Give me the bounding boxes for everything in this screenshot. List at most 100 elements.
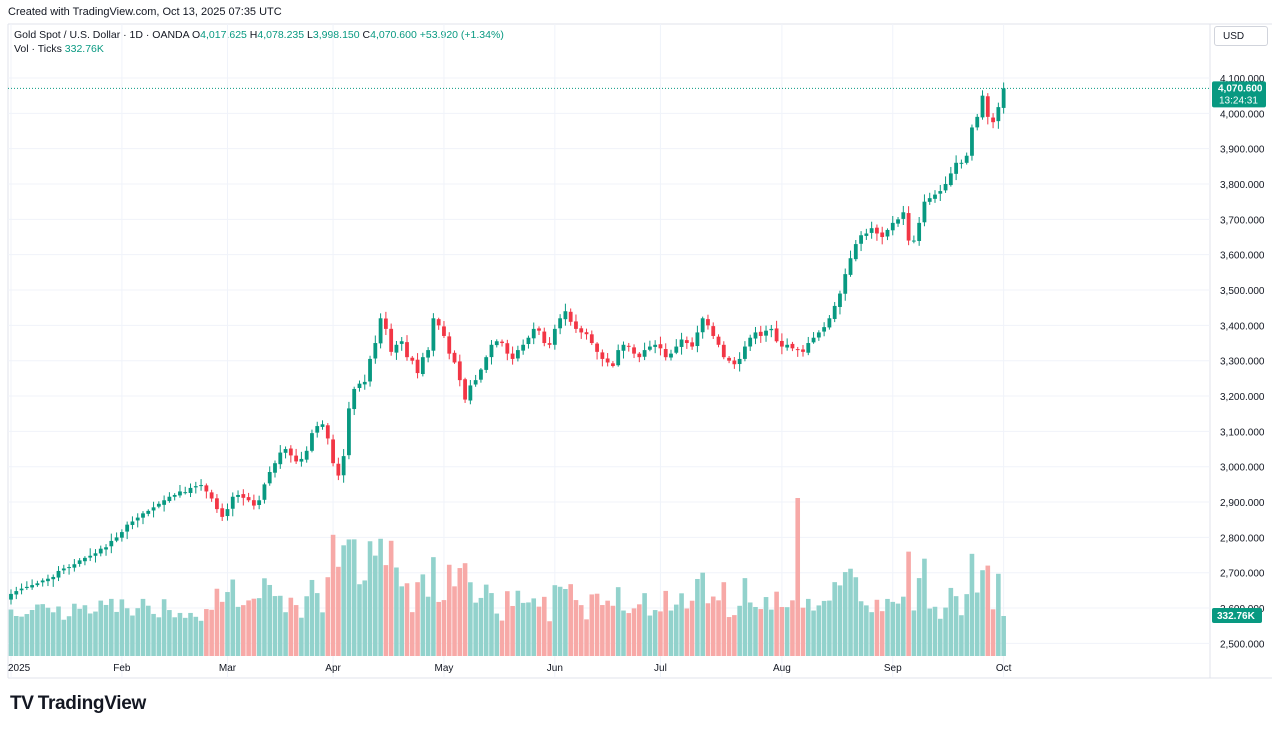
volume-bar: [40, 604, 45, 656]
candle-body: [537, 328, 541, 331]
candle-body: [1001, 88, 1006, 108]
candle-body: [616, 350, 621, 366]
volume-bar: [425, 596, 431, 656]
price-tick-label: 2,500.000: [1220, 639, 1265, 650]
volume-bar: [948, 587, 954, 656]
candle-body: [304, 450, 309, 460]
tradingview-brand[interactable]: TV TradingView: [10, 693, 146, 715]
candle-body: [542, 331, 547, 344]
candle-body: [875, 227, 879, 234]
volume-bar: [336, 566, 341, 656]
candle-body: [72, 564, 77, 568]
volume-bar: [879, 611, 885, 656]
candle-body: [452, 352, 457, 363]
volume-bar: [13, 616, 19, 656]
candle-body: [885, 229, 890, 237]
candle-body: [653, 344, 658, 347]
volume-bar: [864, 605, 869, 656]
volume-bar: [605, 600, 610, 656]
volume-bar: [858, 601, 864, 656]
candle-body: [19, 588, 24, 591]
candle-body: [188, 487, 193, 493]
price-tick-label: 4,100.000: [1220, 74, 1265, 85]
candle-body: [943, 184, 948, 191]
volume-bar: [93, 611, 98, 656]
volume-bar: [631, 608, 637, 656]
volume-bar: [66, 616, 72, 656]
volume-bar: [927, 608, 933, 656]
volume-bar: [119, 599, 125, 656]
volume-bar: [726, 617, 732, 656]
volume-bar: [832, 582, 837, 656]
volume-bar: [695, 578, 700, 656]
volume-bar: [816, 605, 822, 656]
volume-bar: [436, 601, 441, 656]
volume-bar: [568, 584, 573, 656]
candle-body: [119, 532, 124, 538]
candle-body: [785, 344, 790, 348]
candle-body: [431, 318, 436, 351]
candle-body: [373, 343, 378, 359]
volume-bar: [172, 617, 177, 656]
candle-body: [975, 116, 980, 128]
volume-bar: [351, 539, 357, 656]
candle-body: [864, 233, 869, 236]
volume-bar: [573, 600, 579, 656]
volume-bar: [953, 596, 959, 656]
volume-bar: [314, 593, 320, 656]
time-tick-label: Feb: [113, 663, 131, 674]
candle-body: [579, 328, 584, 333]
candle-body: [473, 380, 478, 385]
volume-bar: [505, 591, 510, 656]
volume-bar: [262, 578, 267, 656]
volume-bar: [87, 613, 93, 656]
volume-bar: [241, 605, 246, 656]
candle-body: [341, 456, 346, 476]
volume-bar: [225, 592, 230, 656]
candle-body: [410, 357, 415, 361]
candle-body: [146, 510, 151, 514]
candle-body: [130, 521, 135, 525]
volume-bar: [774, 591, 779, 656]
volume-bar: [922, 558, 927, 656]
candle-body: [637, 353, 642, 358]
currency-button[interactable]: USD: [1214, 26, 1268, 46]
volume-bar: [489, 593, 494, 656]
volume-label[interactable]: Vol · Ticks: [14, 43, 62, 55]
candle-body: [647, 346, 652, 350]
volume-bar: [35, 604, 40, 656]
price-tick-label: 4,000.000: [1220, 109, 1265, 120]
volume-bar: [753, 606, 758, 656]
candle-body: [716, 336, 721, 345]
volume-bar: [652, 610, 658, 656]
candle-body: [426, 350, 431, 358]
volume-bar: [668, 610, 674, 656]
volume-bar: [177, 612, 183, 656]
candle-body: [209, 492, 214, 499]
symbol-title[interactable]: Gold Spot / U.S. Dollar · 1D · OANDA: [14, 29, 190, 41]
volume-bar: [256, 598, 262, 656]
candle-body: [737, 358, 742, 365]
volume-bar: [304, 596, 309, 656]
volume-bar: [251, 598, 257, 656]
volume-bar: [494, 613, 500, 656]
candle-body: [436, 319, 441, 326]
candle-body: [727, 357, 731, 361]
volume-bar: [8, 609, 14, 656]
candle-body: [822, 327, 827, 332]
candle-body: [626, 345, 631, 347]
candle-body: [241, 494, 246, 498]
candle-body: [30, 585, 35, 588]
candle-body: [447, 336, 452, 354]
volume-bar: [663, 590, 669, 656]
volume-bar: [209, 609, 214, 656]
candle-body: [315, 426, 320, 433]
volume-bar: [124, 608, 130, 656]
candle-body: [568, 311, 573, 322]
candle-body: [357, 383, 362, 388]
candle-body: [774, 328, 779, 342]
volume-bar: [779, 606, 785, 656]
volume-bar: [29, 609, 35, 656]
volume-bar: [103, 604, 109, 656]
